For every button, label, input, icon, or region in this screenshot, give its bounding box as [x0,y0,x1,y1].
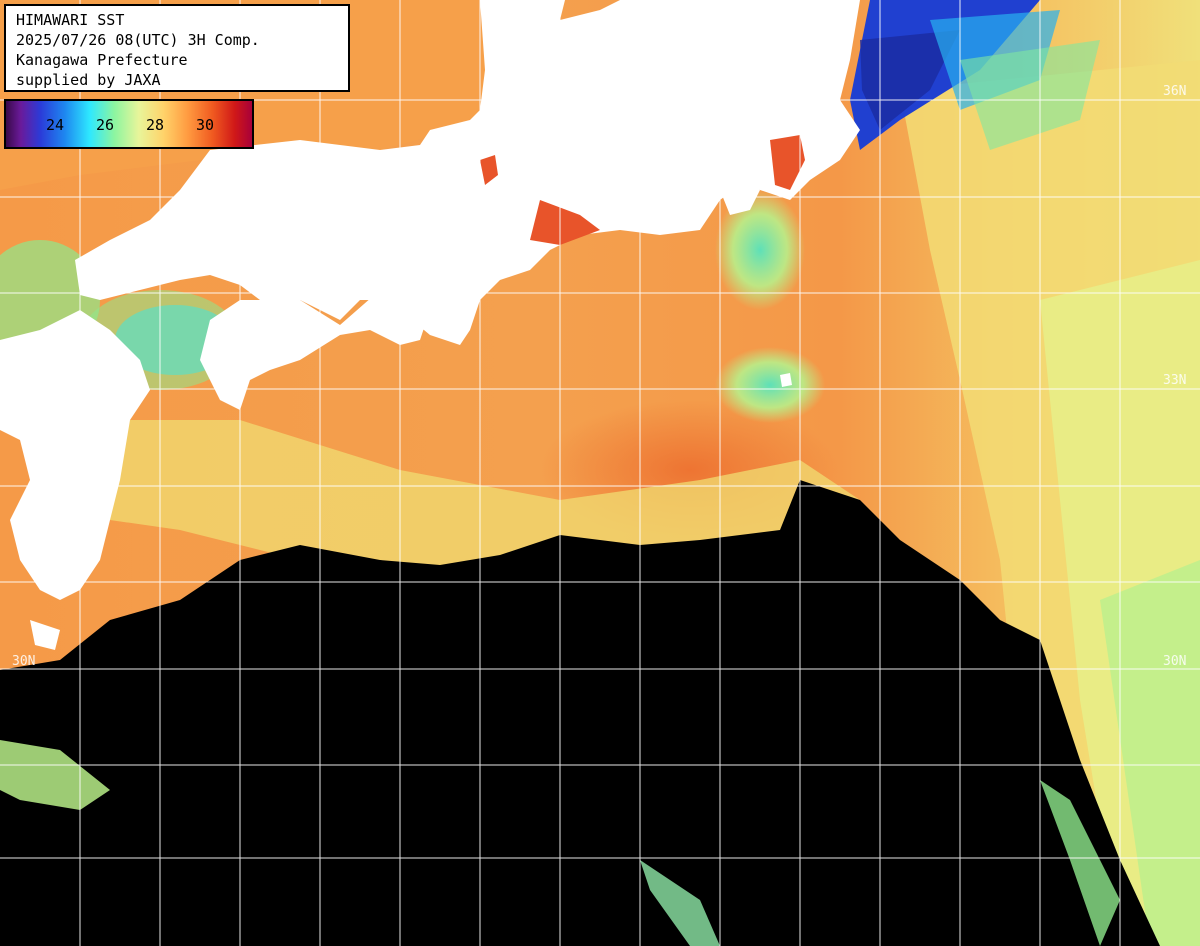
sea-tokyo-bay [770,135,805,190]
colorbar-tick-30: 30 [196,116,215,134]
sea-green-patch-mid [715,347,825,423]
colorbar-tick-28: 28 [146,116,165,134]
no-data-cloud-mask [0,480,1160,946]
title-product: HIMAWARI SST [16,11,125,29]
lat-label-36n-right: 36N [1163,84,1187,99]
sea-small-bay [480,155,498,185]
sea-cold-green [960,40,1100,150]
title-datetime: 2025/07/26 08(UTC) 3H Comp. [16,31,260,49]
lat-label-33n-right: 33N [1163,373,1187,388]
land-honshu [75,0,860,345]
sea-east-green [1100,560,1200,946]
title-region: Kanagawa Prefecture [16,51,188,69]
land-tanegashima [30,620,60,650]
lat-label-30n-left: 30N [12,654,36,669]
title-supplier: supplied by JAXA [16,71,161,89]
colorbar-tick-26: 26 [96,116,115,134]
sea-south-speck [640,860,720,946]
sea-coastal-band [110,420,1000,640]
sst-colorbar: 24 26 28 30 [4,99,254,149]
land-shikoku [200,290,430,410]
sea-southwest-speck [0,740,110,810]
title-box: HIMAWARI SST 2025/07/26 08(UTC) 3H Comp.… [4,4,350,92]
lat-label-30n-right: 30N [1163,654,1187,669]
lon-label-136e: 136E [482,12,497,44]
sea-southeast-green [1040,780,1120,946]
land-hachijojima [780,373,792,387]
sea-osaka-bay [530,200,600,245]
colorbar-tick-24: 24 [46,116,65,134]
sea-green-patch-north [715,190,805,310]
lat-label-33n-left: 33N [10,374,34,389]
land-kyushu [0,310,150,600]
sea-cold-deep [860,30,960,130]
